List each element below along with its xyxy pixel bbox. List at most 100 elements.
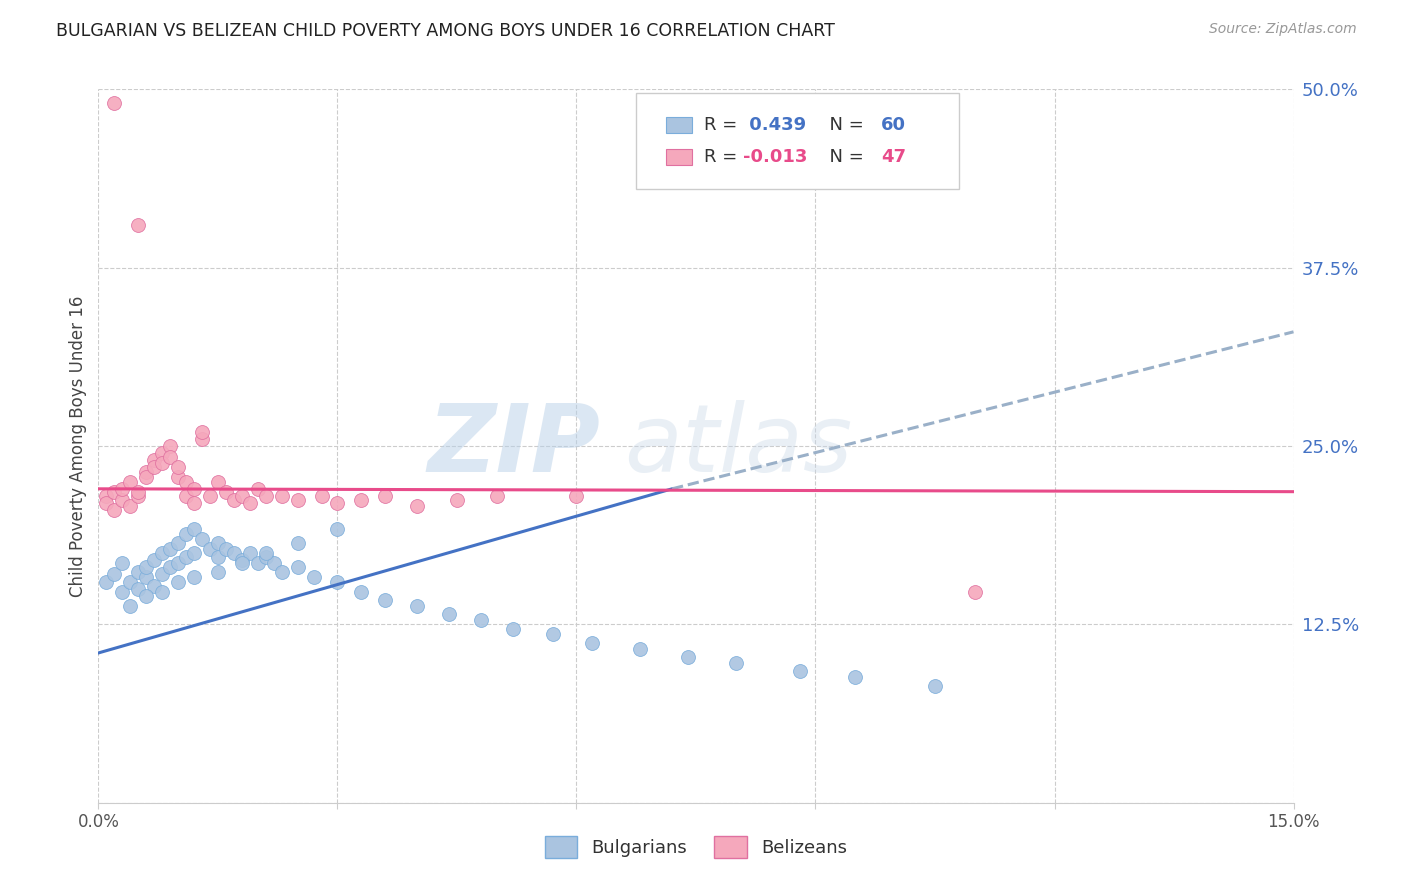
Text: Source: ZipAtlas.com: Source: ZipAtlas.com [1209, 22, 1357, 37]
Point [96, 489, 118, 503]
Point [844, 670, 866, 684]
Point [174, 550, 197, 565]
Point [231, 489, 253, 503]
Point [135, 560, 157, 574]
Point [183, 522, 205, 536]
Point [215, 541, 238, 556]
Point [263, 556, 285, 570]
Point [239, 546, 262, 560]
Point [789, 665, 811, 679]
Point [207, 475, 229, 489]
Point [143, 553, 166, 567]
Text: -0.013: -0.013 [742, 148, 807, 166]
Point [326, 496, 349, 510]
Point [287, 536, 309, 550]
Point [150, 456, 173, 470]
Point [127, 582, 149, 596]
Point [150, 546, 173, 560]
Point [143, 460, 166, 475]
Point [485, 489, 508, 503]
Point [246, 482, 269, 496]
Point [628, 641, 651, 656]
Text: N =: N = [818, 148, 869, 166]
Point [326, 522, 349, 536]
Point [246, 556, 269, 570]
Point [270, 489, 292, 503]
Text: 0.439: 0.439 [742, 116, 806, 134]
Point [150, 446, 173, 460]
Point [287, 560, 309, 574]
Point [581, 636, 603, 650]
Point [127, 484, 149, 499]
Text: BULGARIAN VS BELIZEAN CHILD POVERTY AMONG BOYS UNDER 16 CORRELATION CHART: BULGARIAN VS BELIZEAN CHILD POVERTY AMON… [56, 22, 835, 40]
Point [207, 536, 229, 550]
Point [167, 574, 190, 589]
Point [374, 593, 396, 607]
Point [159, 560, 181, 574]
FancyBboxPatch shape [637, 93, 959, 189]
Point [254, 546, 277, 560]
Point [350, 584, 373, 599]
Point [350, 493, 373, 508]
Point [183, 482, 205, 496]
Point [254, 550, 277, 565]
Point [135, 465, 157, 479]
FancyBboxPatch shape [666, 117, 692, 133]
Point [127, 489, 149, 503]
Point [676, 650, 699, 665]
Point [374, 489, 396, 503]
Point [326, 574, 349, 589]
Point [159, 439, 181, 453]
Point [103, 503, 125, 517]
Point [174, 489, 197, 503]
Point [120, 599, 142, 613]
Point [111, 482, 134, 496]
Text: R =: R = [704, 148, 744, 166]
Point [143, 453, 166, 467]
Point [287, 493, 309, 508]
Text: N =: N = [818, 116, 869, 134]
Point [167, 556, 190, 570]
Point [207, 550, 229, 565]
Point [191, 425, 214, 439]
Point [924, 679, 946, 693]
Point [207, 565, 229, 579]
Point [150, 567, 173, 582]
Point [111, 556, 134, 570]
Point [191, 532, 214, 546]
Point [120, 574, 142, 589]
Point [111, 584, 134, 599]
Point [103, 567, 125, 582]
Point [222, 493, 245, 508]
Point [159, 450, 181, 465]
Point [406, 599, 429, 613]
Point [239, 496, 262, 510]
Point [174, 527, 197, 541]
Point [222, 546, 245, 560]
Point [120, 499, 142, 513]
Point [167, 460, 190, 475]
Text: atlas: atlas [624, 401, 852, 491]
Point [231, 556, 253, 570]
Text: R =: R = [704, 116, 744, 134]
Point [103, 484, 125, 499]
Y-axis label: Child Poverty Among Boys Under 16: Child Poverty Among Boys Under 16 [69, 295, 87, 597]
Point [143, 579, 166, 593]
Point [135, 589, 157, 603]
Point [183, 546, 205, 560]
FancyBboxPatch shape [666, 149, 692, 165]
Point [963, 584, 986, 599]
Point [254, 489, 277, 503]
Point [127, 565, 149, 579]
Point [111, 493, 134, 508]
Point [150, 584, 173, 599]
Text: 47: 47 [882, 148, 907, 166]
Point [565, 489, 588, 503]
Point [446, 493, 468, 508]
Point [270, 565, 292, 579]
Point [437, 607, 460, 622]
Point [191, 432, 214, 446]
Point [167, 470, 190, 484]
Point [470, 613, 492, 627]
Point [231, 553, 253, 567]
